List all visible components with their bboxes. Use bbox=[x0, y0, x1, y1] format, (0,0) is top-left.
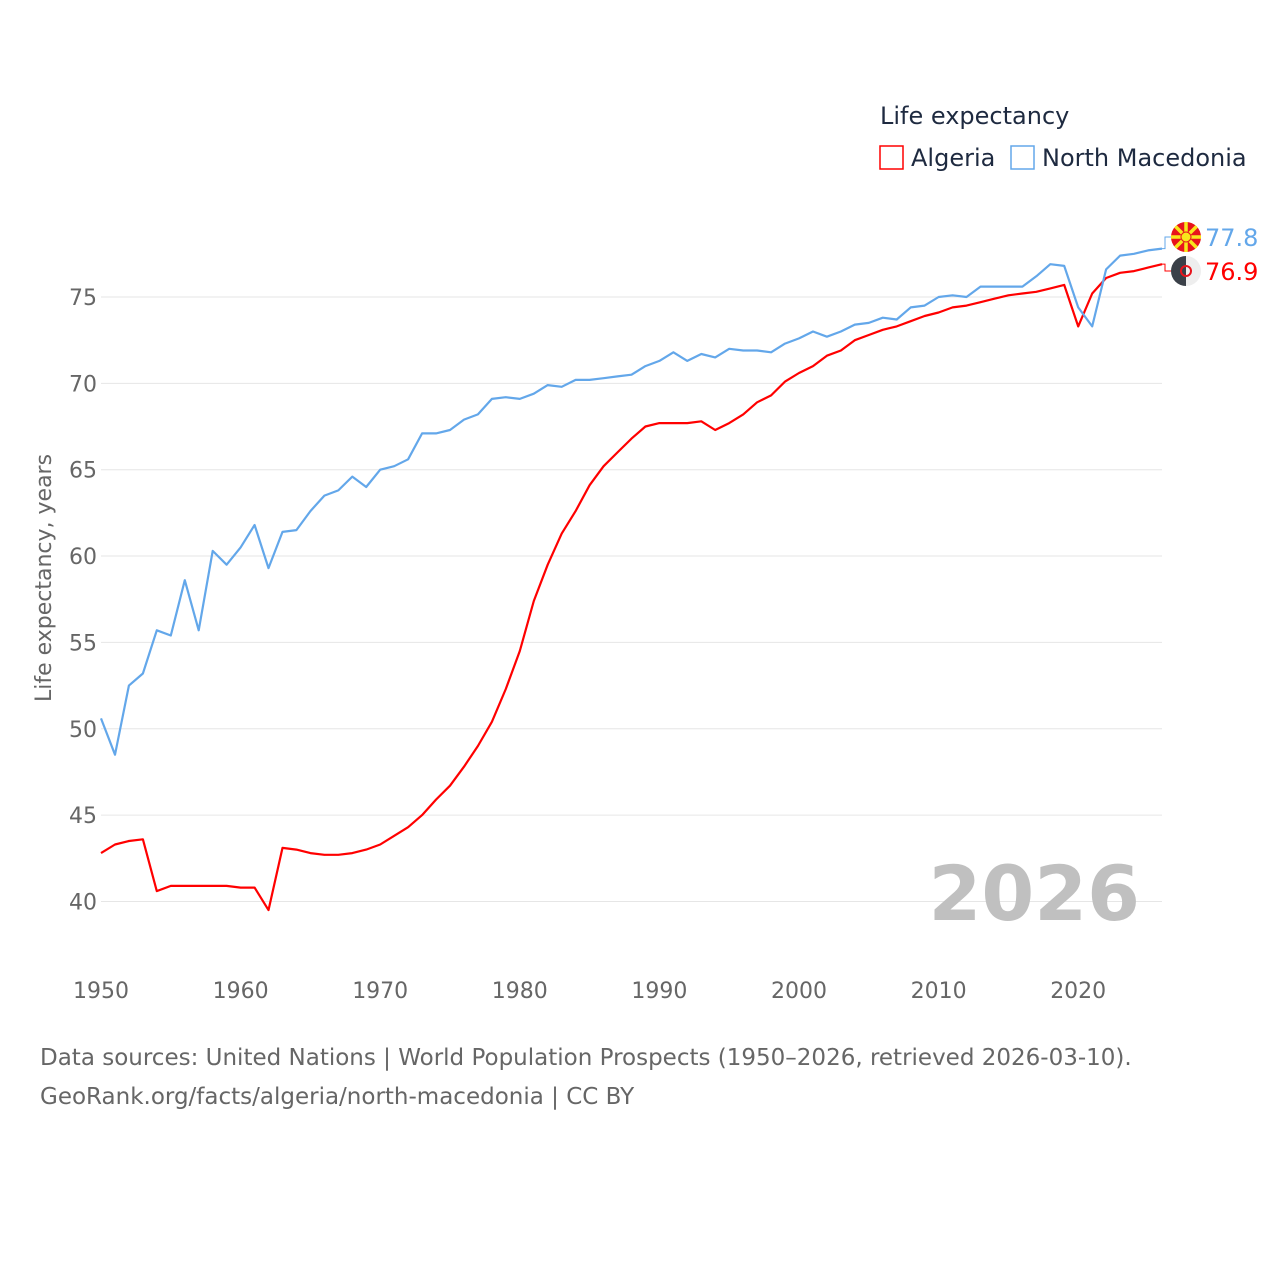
legend-item-north-macedonia[interactable]: North Macedonia bbox=[1010, 144, 1247, 172]
y-tick-label: 75 bbox=[69, 286, 97, 311]
x-tick-label: 2000 bbox=[771, 979, 827, 1004]
x-tick-label: 1980 bbox=[492, 979, 548, 1004]
y-axis-label: Life expectancy, years bbox=[32, 454, 57, 702]
end-value-label-north-macedonia: 77.8 bbox=[1205, 224, 1258, 252]
flag-sun bbox=[1180, 231, 1192, 243]
legend-swatch-north-macedonia bbox=[1010, 145, 1035, 170]
end-connector-north-macedonia bbox=[1162, 236, 1172, 250]
y-tick-label: 70 bbox=[69, 372, 97, 397]
series-line-north-macedonia bbox=[99, 247, 1163, 756]
end-connector-algeria bbox=[1162, 263, 1172, 272]
x-tick-label: 2020 bbox=[1050, 979, 1106, 1004]
data-sources: Data sources: United Nations | World Pop… bbox=[40, 1045, 1132, 1071]
legend-swatch-algeria bbox=[879, 145, 904, 170]
flag-algeria-icon bbox=[1171, 256, 1201, 286]
y-tick-label: 45 bbox=[69, 804, 97, 829]
source-link[interactable]: GeoRank.org/facts/algeria/north-macedoni… bbox=[40, 1084, 635, 1110]
x-tick-label: 1970 bbox=[352, 979, 408, 1004]
legend-label-north-macedonia: North Macedonia bbox=[1042, 144, 1247, 172]
y-tick-label: 55 bbox=[69, 631, 97, 656]
y-tick-label: 50 bbox=[69, 718, 97, 743]
flag-north-macedonia-icon bbox=[1171, 222, 1201, 252]
legend-label-algeria: Algeria bbox=[911, 144, 995, 172]
legend-title: Life expectancy bbox=[880, 102, 1069, 130]
year-watermark: 2026 bbox=[928, 849, 1140, 938]
x-tick-label: 2010 bbox=[911, 979, 967, 1004]
flag-left-half bbox=[1171, 256, 1186, 286]
legend-item-algeria[interactable]: Algeria bbox=[879, 144, 995, 172]
x-tick-label: 1990 bbox=[631, 979, 687, 1004]
x-tick-label: 1960 bbox=[213, 979, 269, 1004]
end-value-label-algeria: 76.9 bbox=[1205, 258, 1258, 286]
y-tick-label: 60 bbox=[69, 545, 97, 570]
flag-crescent bbox=[1180, 265, 1192, 277]
series-line-algeria bbox=[100, 263, 1163, 912]
x-tick-label: 1950 bbox=[73, 979, 129, 1004]
y-tick-label: 40 bbox=[69, 890, 97, 915]
y-tick-label: 65 bbox=[69, 459, 97, 484]
